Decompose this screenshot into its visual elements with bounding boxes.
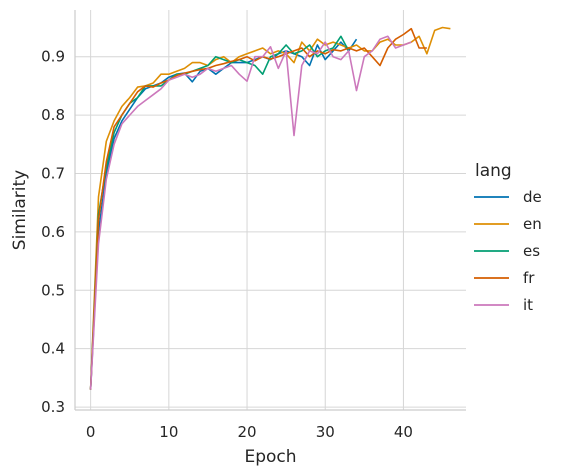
- y-tick-labels: 0.3 0.4 0.5 0.6 0.7 0.8 0.9: [41, 48, 65, 416]
- y-tick-label: 0.8: [41, 106, 65, 124]
- legend-label-en: en: [523, 215, 542, 233]
- x-tick-label: 10: [159, 423, 178, 441]
- x-tick-labels: 0 10 20 30 40: [86, 423, 413, 441]
- series-line-en: [89, 26, 451, 390]
- legend: lang de en es fr it: [474, 161, 542, 314]
- grid: [75, 10, 466, 410]
- series-line-es: [89, 35, 350, 390]
- y-tick-label: 0.6: [41, 223, 65, 241]
- y-tick-label: 0.7: [41, 165, 65, 183]
- y-tick-label: 0.9: [41, 48, 65, 66]
- x-tick-label: 30: [316, 423, 335, 441]
- x-tick-label: 20: [237, 423, 256, 441]
- y-tick-label: 0.5: [41, 281, 65, 299]
- x-axis-label: Epoch: [244, 447, 296, 467]
- legend-label-it: it: [523, 296, 533, 314]
- series-line-fr: [89, 27, 427, 390]
- legend-title: lang: [475, 161, 512, 181]
- y-axis-label: Similarity: [10, 170, 30, 250]
- series-line-de: [89, 38, 358, 390]
- plot-series: [89, 26, 451, 390]
- legend-label-es: es: [523, 242, 540, 260]
- x-tick-label: 0: [86, 423, 96, 441]
- y-tick-label: 0.3: [41, 398, 65, 416]
- legend-items: de en es fr it: [474, 188, 542, 314]
- y-tick-label: 0.4: [41, 340, 65, 358]
- axes: [74, 10, 466, 411]
- series-line-it: [89, 35, 412, 390]
- legend-label-fr: fr: [523, 269, 535, 287]
- x-tick-label: 40: [394, 423, 413, 441]
- legend-label-de: de: [523, 188, 542, 206]
